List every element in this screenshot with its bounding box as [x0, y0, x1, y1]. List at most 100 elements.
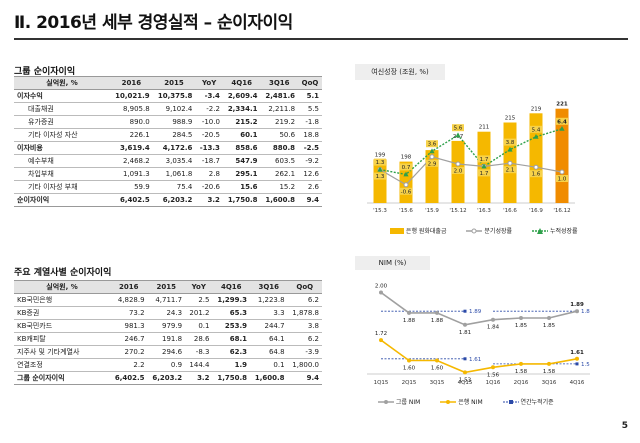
bank-nim-label: 1.60 — [403, 366, 416, 372]
annual-label: 1.61 — [469, 357, 481, 363]
table-row: 차입부채 1,091.3 1,061.8 2.8 295.1 262.1 12.6 — [14, 167, 322, 181]
table-cell: 1.9 — [212, 358, 250, 372]
table-cell: 50.6 — [260, 128, 299, 142]
table-cell: 15.6 — [222, 180, 261, 194]
annual-label: 1.89 — [469, 309, 482, 315]
table-header-cell: 3Q16 — [250, 280, 288, 294]
table-cell: -18.7 — [195, 154, 223, 168]
row-label: KB국민카드 — [14, 319, 110, 333]
table-cell: 6,203.2 — [147, 371, 186, 385]
table-cell: 24.3 — [147, 306, 186, 320]
table-cell: 215.2 — [222, 115, 261, 129]
loan-bar-label: 198 — [401, 155, 412, 161]
table-cell: 1,750.8 — [222, 193, 261, 207]
table-cell: 2.2 — [110, 358, 148, 372]
legend-item-cumulative: 누적성장률 — [532, 226, 588, 235]
group-nim-point — [519, 316, 523, 320]
cumulative-growth-point — [533, 134, 539, 139]
table-cell: 284.5 — [152, 128, 196, 142]
quarter-growth-point — [429, 154, 435, 160]
table-row: KB증권 73.2 24.3 201.2 65.3 3.3 1,878.8 — [14, 306, 322, 320]
cumulative-growth-line — [379, 128, 563, 176]
table-cell: 2.6 — [298, 180, 322, 194]
loan-bar-label: 211 — [479, 125, 490, 131]
x-tick-label: '16.6 — [503, 208, 517, 214]
row-label: 기타 이자성 부채 — [14, 180, 110, 194]
table-cell: 4,828.9 — [110, 293, 148, 307]
table-cell: 2,609.4 — [222, 89, 261, 103]
table-cell: 62.3 — [212, 345, 250, 359]
table-cell: 12.6 — [298, 167, 322, 181]
bank-nim-point — [491, 365, 495, 370]
cumulative-label-bg — [504, 138, 516, 146]
table-row: 지주사 및 기타계열사 270.2 294.6 -8.3 62.3 64.8 -3.9 — [14, 345, 322, 359]
table-header-cell: 2015 — [152, 76, 196, 90]
nim-chart: 1Q15 2Q15 3Q15 4Q15 1Q16 2Q16 3Q16 4Q16 1.89 1.61… — [367, 284, 590, 386]
table-cell: 3.8 — [287, 319, 322, 333]
table-cell: 9.4 — [287, 371, 322, 385]
table-cell: 3,035.4 — [152, 154, 196, 168]
table-cell: 1,750.8 — [212, 371, 250, 385]
bank-nim-label: 1.58 — [515, 369, 528, 375]
table-header-cell: 2015 — [147, 280, 186, 294]
group-nim-point — [547, 316, 551, 320]
table-cell: -13.3 — [195, 141, 223, 155]
cumulative-growth-label: 0.7 — [402, 165, 411, 171]
cumulative-growth-label: 1.7 — [480, 157, 489, 163]
x-tick-label: '16.9 — [529, 208, 543, 214]
cumulative-growth-point — [429, 148, 435, 154]
table-row: 연결조정 2.2 0.9 144.4 1.9 0.1 1,800.0 — [14, 358, 322, 372]
table-cell: 28.6 — [185, 332, 213, 346]
cumulative-growth-label: 1.3 — [376, 160, 385, 166]
group-nim-point — [463, 322, 467, 327]
table-cell: 979.9 — [147, 319, 186, 333]
table-cell: 226.1 — [110, 128, 153, 142]
group-nim-point — [379, 290, 383, 295]
legend-item-loans: 은행 원화대출금 — [390, 226, 456, 235]
table-cell: 3.3 — [250, 306, 288, 320]
table-cell: 295.1 — [222, 167, 261, 181]
quarter-growth-label: 1.7 — [480, 171, 489, 177]
row-label: 기타 이자성 자산 — [14, 128, 110, 142]
table-cell: 8,905.8 — [110, 102, 153, 116]
table-row: 그룹 순이자이익 6,402.5 6,203.2 3.2 1,750.8 1,600.8 9… — [14, 371, 322, 385]
table-cell: 244.7 — [250, 319, 288, 333]
table-cell: 201.2 — [185, 306, 213, 320]
table-cell: 64.8 — [250, 345, 288, 359]
table-cell: 4,172.6 — [152, 141, 196, 155]
x-tick-label: 3Q15 — [430, 380, 445, 386]
table-row: 예수부채 2,468.2 3,035.4 -18.7 547.9 603.5 -9.2 — [14, 154, 322, 168]
group-nim-point — [491, 317, 495, 322]
row-label: 그룹 순이자이익 — [14, 371, 110, 385]
group-nim-label: 1.85 — [543, 323, 556, 329]
quarter-label-bg — [374, 172, 386, 180]
table-cell: -20.6 — [195, 180, 223, 194]
table-cell: 2,211.8 — [260, 102, 299, 116]
table-cell: 9,102.4 — [152, 102, 196, 116]
table-row: 기타 이자성 자산 226.1 284.5 -20.5 60.1 50.6 18.8 — [14, 128, 322, 142]
cumulative-growth-point — [559, 126, 565, 131]
table-header-cell: QoQ — [298, 76, 322, 90]
table-cell: 10,021.9 — [110, 89, 153, 103]
table-row: 순이자이익 6,402.5 6,203.2 3.2 1,750.8 1,600.8 9.4 — [14, 193, 322, 207]
table-header-cell: 4Q16 — [222, 76, 261, 90]
table-cell: 6,402.5 — [110, 193, 153, 207]
table-cell: 75.4 — [152, 180, 196, 194]
table-header-cell: 2016 — [110, 76, 153, 90]
row-label: 차입부채 — [14, 167, 110, 181]
table-row: KB국민은행 4,828.9 4,711.7 2.5 1,299.3 1,223.8 6.2 — [14, 293, 322, 307]
table-cell: 1,061.8 — [152, 167, 196, 181]
quarter-growth-label: 2.9 — [428, 161, 437, 167]
table-cell: 64.1 — [250, 332, 288, 346]
table-header-cell: QoQ — [287, 280, 322, 294]
row-label: 이자수익 — [14, 89, 110, 103]
table-cell: 18.8 — [298, 128, 322, 142]
table-header-cell: 3Q16 — [260, 76, 299, 90]
table-cell: 294.6 — [147, 345, 186, 359]
loan-bar-label: 221 — [556, 102, 568, 108]
table-cell: 1,091.3 — [110, 167, 153, 181]
table-header-cell: YoY — [185, 280, 213, 294]
legend-item-annual: 연간누적기준 — [502, 397, 564, 406]
cumulative-label-bg — [374, 158, 386, 166]
affiliate-section-title: 주요 계열사별 순이자이익 — [14, 268, 112, 278]
